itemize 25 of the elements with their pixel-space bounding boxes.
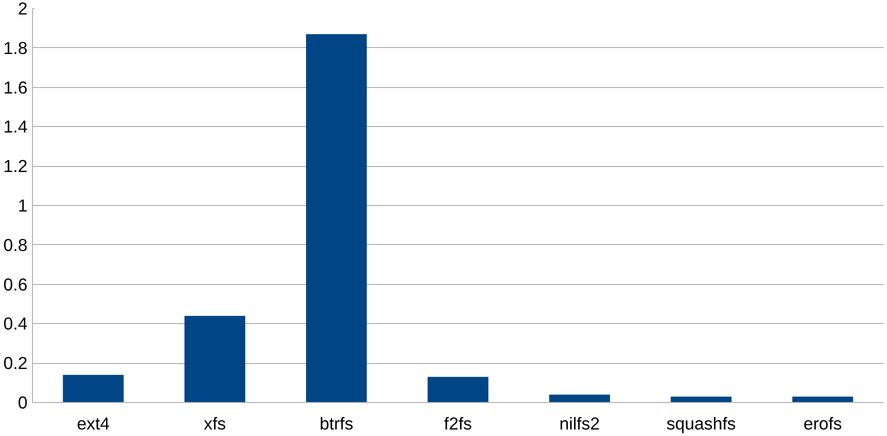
x-tick-label: ext4 <box>76 414 110 434</box>
y-tick-label: 0.6 <box>3 274 28 294</box>
y-tick-label: 0.8 <box>3 234 28 255</box>
bar <box>62 374 124 402</box>
y-tick-label: 0 <box>18 392 28 412</box>
bar <box>184 316 246 402</box>
x-tick-label: xfs <box>204 414 226 434</box>
bar <box>428 376 488 402</box>
y-tick-label: 2 <box>18 0 28 18</box>
x-tick-label: squashfs <box>666 414 736 434</box>
x-tick-label: nilfs2 <box>559 414 600 434</box>
y-tick-label: 1.6 <box>3 77 28 98</box>
y-tick-label: 1.8 <box>3 38 28 58</box>
bar <box>670 396 732 402</box>
x-tick-label: erofs <box>803 414 842 434</box>
y-tick-label: 0.2 <box>3 353 28 374</box>
bar <box>549 394 610 402</box>
y-tick-label: 1 <box>18 196 28 216</box>
x-tick-label: f2fs <box>444 414 472 434</box>
bar <box>792 396 854 402</box>
x-tick-label: btrfs <box>320 414 354 434</box>
y-tick-label: 1.2 <box>3 156 28 176</box>
bar <box>306 34 367 402</box>
y-tick-label: 0.4 <box>3 314 28 334</box>
y-tick-label: 1.4 <box>3 116 28 137</box>
